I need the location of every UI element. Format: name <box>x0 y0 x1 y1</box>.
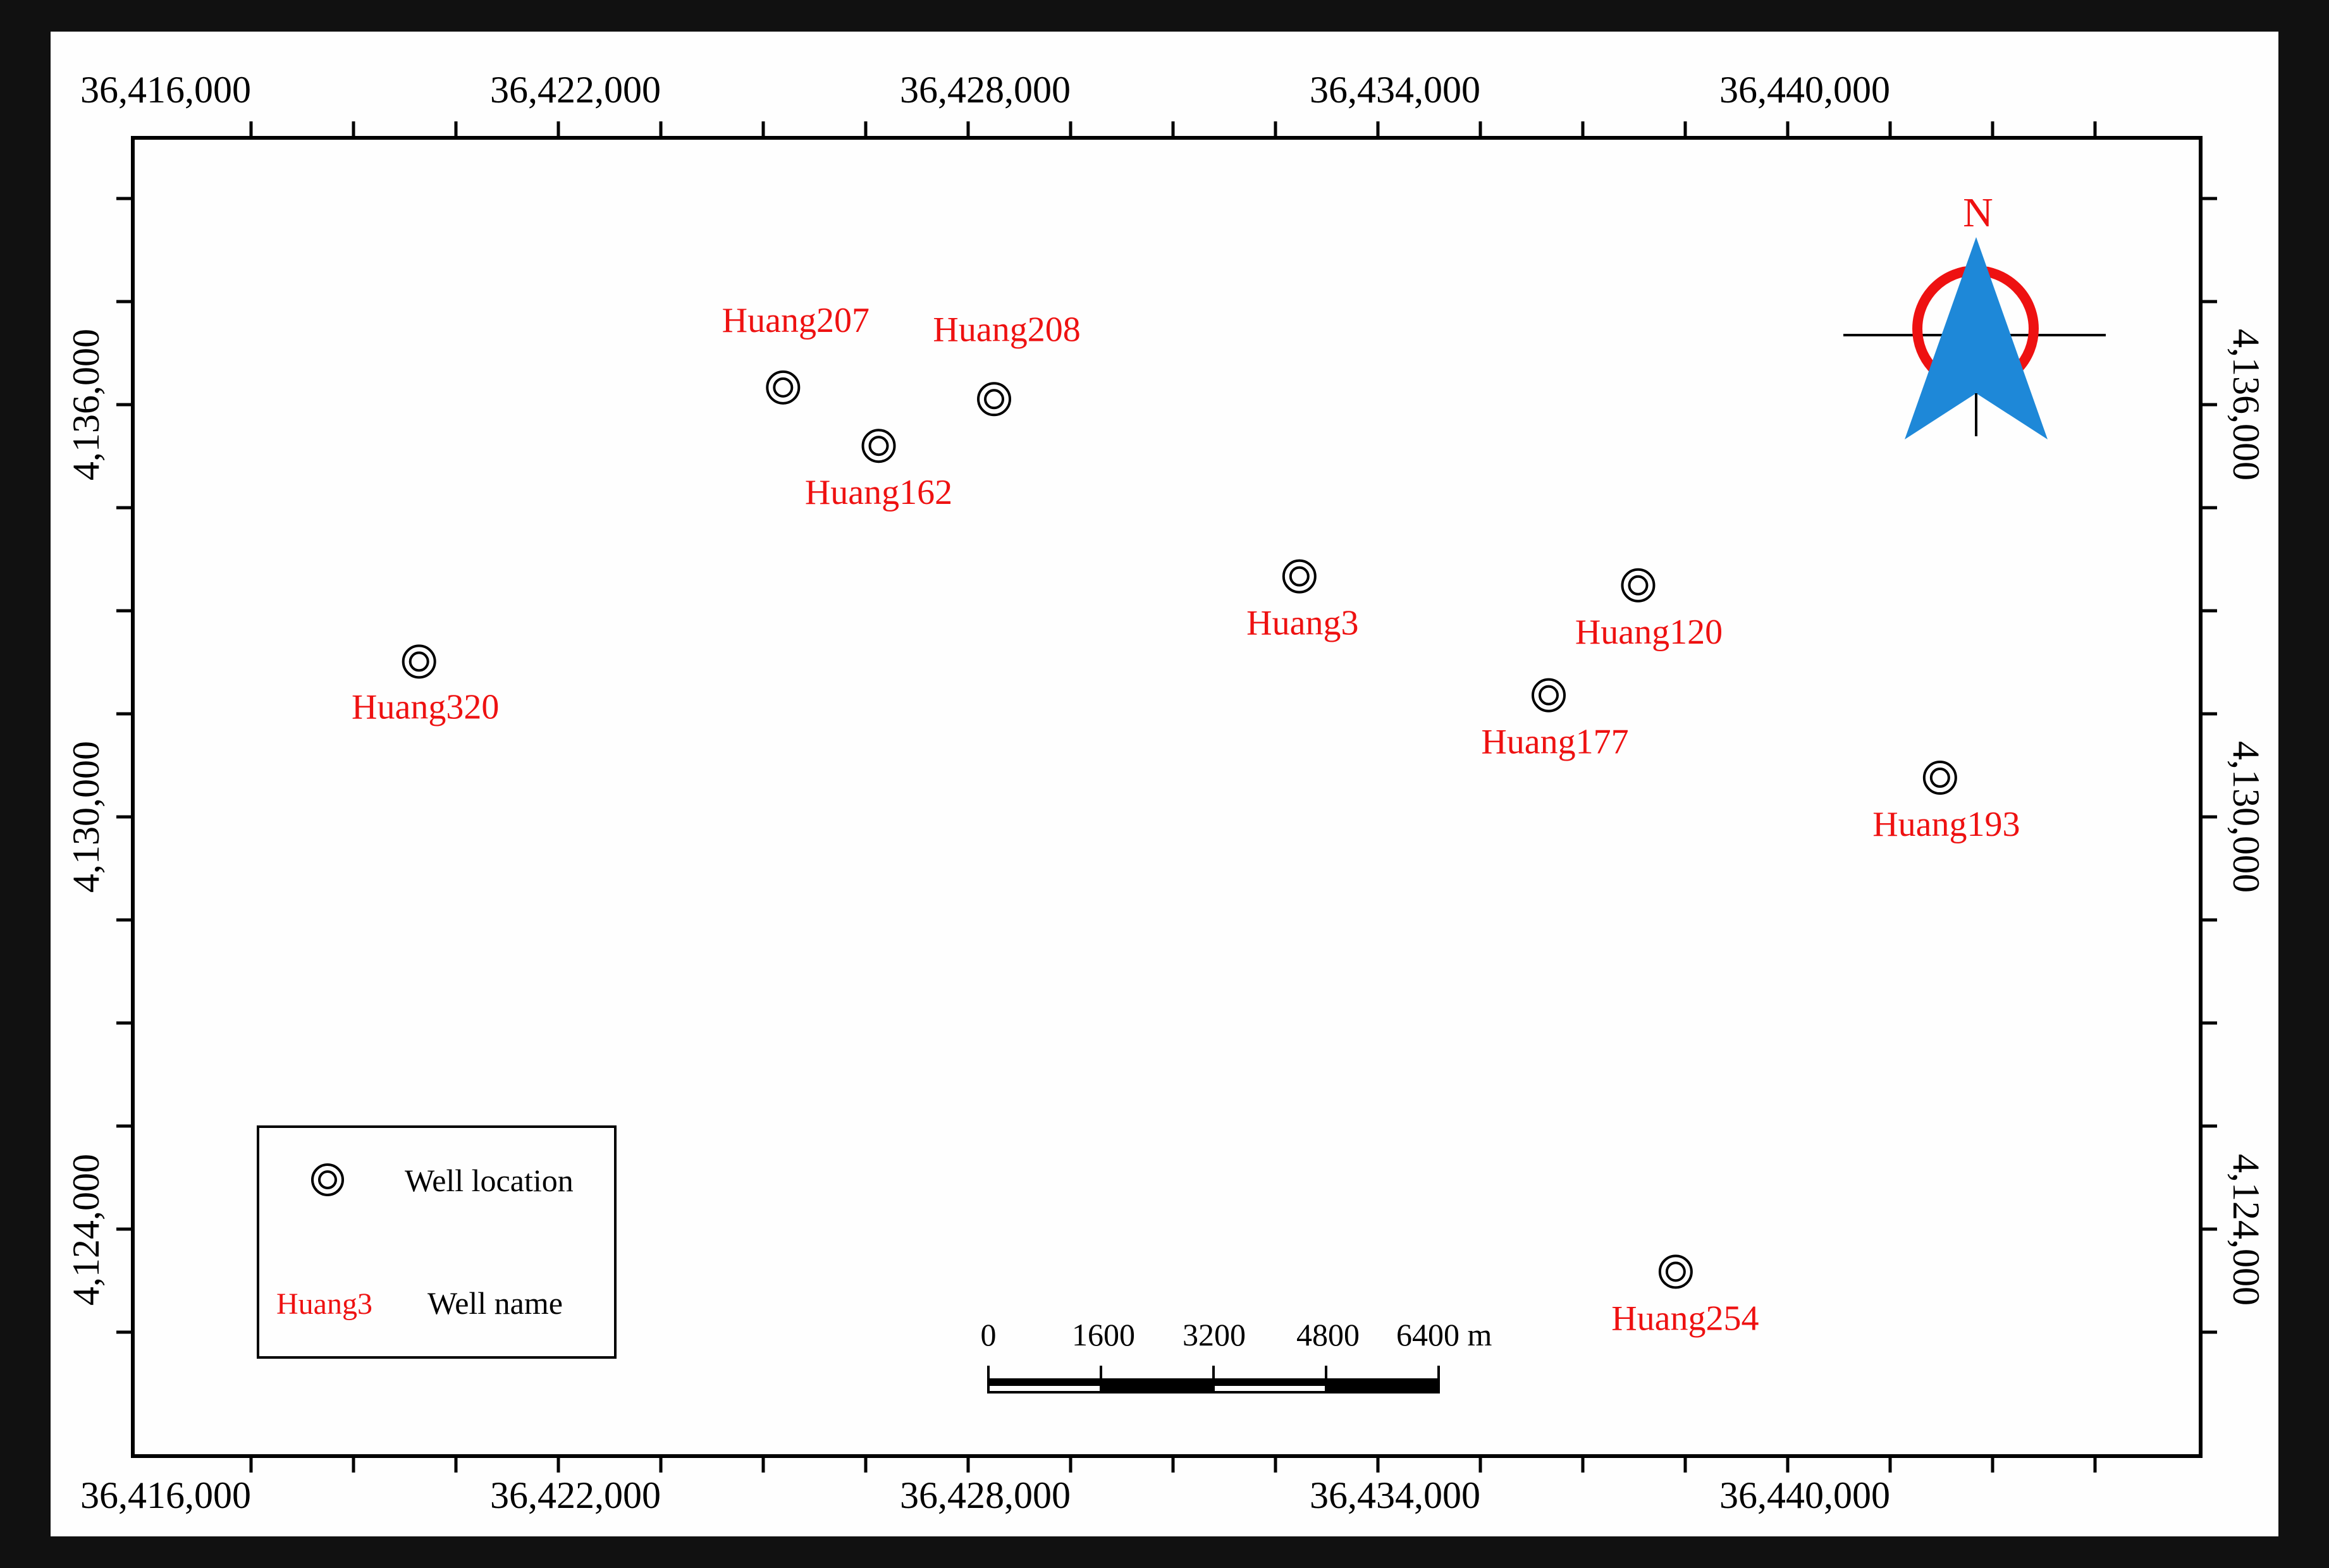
well-marker: Huang3 <box>1246 559 1358 643</box>
bottom-x-label-4: 36,434,000 <box>1310 1474 1480 1516</box>
north-label: N <box>1963 190 1993 236</box>
scale-bar: 0 1600 3200 4800 6400 m <box>981 1317 1492 1393</box>
bottom-x-label-2: 36,422,000 <box>490 1474 661 1516</box>
left-y-label-2: 4,130,000 <box>65 741 107 893</box>
well-location-icon <box>402 644 436 679</box>
well-location-icon <box>977 382 1012 417</box>
legend-well-name-label: Well name <box>427 1285 563 1321</box>
well-marker: Huang193 <box>1872 761 2020 844</box>
scale-label-3200: 3200 <box>1183 1317 1246 1352</box>
right-y-label-3: 4,124,000 <box>2225 1154 2267 1306</box>
scale-segment-2 <box>1101 1380 1214 1392</box>
well-name-label: Huang177 <box>1481 723 1628 762</box>
wells-layer: Huang207 Huang208 Huang162 Huang320 Huang3 Hu… <box>352 301 2020 1338</box>
well-location-icon <box>1282 559 1317 594</box>
top-x-label-2: 36,422,000 <box>490 69 661 111</box>
top-x-label-5: 36,440,000 <box>1719 69 1890 111</box>
map-frame <box>131 136 2203 1458</box>
well-location-icon <box>1665 1261 1686 1282</box>
legend-box <box>257 1125 617 1359</box>
well-name-label: Huang320 <box>352 687 499 726</box>
well-location-icon <box>861 429 896 463</box>
well-location-icon <box>1532 678 1566 713</box>
well-location-icon <box>1922 761 1957 795</box>
well-marker: Huang207 <box>722 301 870 405</box>
legend-well-name-sample: Huang3 <box>276 1287 372 1321</box>
well-location-icon <box>1628 575 1649 596</box>
left-y-label-3: 4,124,000 <box>65 1154 107 1306</box>
well-location-icon <box>409 651 429 672</box>
well-name-label: Huang208 <box>933 310 1080 349</box>
top-x-label-4: 36,434,000 <box>1310 69 1480 111</box>
well-marker: Huang254 <box>1611 1254 1759 1338</box>
bottom-x-label-3: 36,428,000 <box>900 1474 1071 1516</box>
well-marker: Huang162 <box>805 429 952 512</box>
well-location-icon <box>1929 768 1950 788</box>
well-name-label: Huang254 <box>1611 1299 1759 1338</box>
north-arrow-icon <box>1905 237 2048 439</box>
well-location-icon <box>984 389 1005 410</box>
well-location-icon <box>773 377 794 398</box>
well-location-icon <box>766 370 801 405</box>
well-location-icon <box>868 436 889 456</box>
scale-label-6400: 6400 m <box>1396 1317 1492 1352</box>
legend: Well location Huang3 Well name <box>257 1125 617 1359</box>
scale-segment-1 <box>988 1380 1101 1386</box>
well-marker: Huang208 <box>933 310 1081 417</box>
well-name-label: Huang193 <box>1872 805 2020 844</box>
double-circle-icon <box>311 1163 344 1196</box>
well-location-icon <box>1539 685 1559 706</box>
scale-segment-3 <box>1214 1380 1326 1386</box>
bottom-x-label-1: 36,416,000 <box>80 1474 251 1516</box>
well-location-icon <box>1658 1254 1693 1289</box>
frame-ticks <box>116 121 2217 1473</box>
bottom-x-label-5: 36,440,000 <box>1719 1474 1890 1516</box>
top-x-label-1: 36,416,000 <box>80 69 251 111</box>
scale-label-1600: 1600 <box>1072 1317 1135 1352</box>
top-x-label-3: 36,428,000 <box>900 69 1071 111</box>
well-marker: Huang320 <box>352 644 499 726</box>
well-marker: Huang177 <box>1481 678 1629 762</box>
well-location-icon <box>1289 566 1310 587</box>
well-name-label: Huang207 <box>722 301 870 340</box>
well-marker: Huang120 <box>1575 568 1723 652</box>
well-name-label: Huang3 <box>1246 604 1358 643</box>
scale-label-4800: 4800 <box>1296 1317 1360 1352</box>
well-name-label: Huang162 <box>805 473 952 512</box>
well-location-icon <box>1621 568 1656 603</box>
left-y-label-1: 4,136,000 <box>65 329 107 481</box>
scale-label-0: 0 <box>981 1317 997 1352</box>
scale-segment-4 <box>1326 1380 1439 1392</box>
legend-well-location-label: Well location <box>405 1163 574 1198</box>
well-name-label: Huang120 <box>1575 613 1723 652</box>
north-arrow: N <box>1843 190 2106 439</box>
right-y-label-2: 4,130,000 <box>2225 741 2267 893</box>
right-y-label-1: 4,136,000 <box>2225 329 2267 481</box>
